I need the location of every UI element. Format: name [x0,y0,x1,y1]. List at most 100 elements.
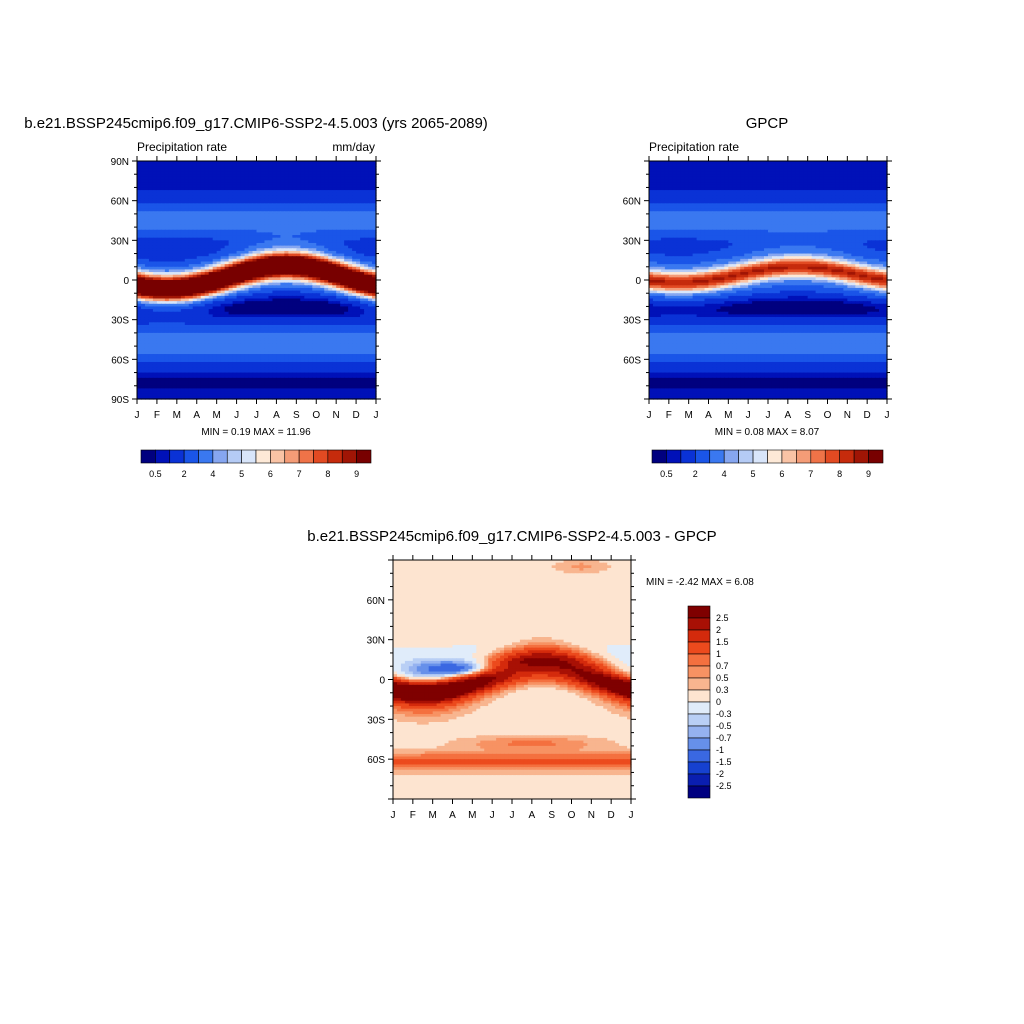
heatmap-cell [368,237,373,241]
heatmap-cell [364,168,369,173]
heatmap-cell [168,242,174,247]
heatmap-cell [324,192,329,196]
heatmap-cell [232,203,238,207]
heatmap-cell [160,248,166,252]
heatmap-cell [264,190,270,194]
heatmap-cell [152,290,158,294]
heatmap-cell [372,192,377,196]
heatmap-cell [140,176,146,181]
heatmap-cell [312,216,317,220]
heatmap-cell [348,203,353,207]
heatmap-cell [316,295,321,300]
heatmap-cell [284,161,289,165]
heatmap-cell [188,298,194,302]
heatmap-cell [360,232,365,236]
heatmap-cell [372,274,377,278]
heatmap-cell [316,205,321,210]
heatmap-cell [160,198,166,202]
heatmap-cell [180,287,186,292]
heatmap-cell [148,295,154,300]
heatmap-cell [296,250,301,255]
heatmap-cell [344,203,349,207]
heatmap-cell [144,168,150,173]
heatmap-cell [228,182,234,186]
heatmap-cell [332,219,337,223]
heatmap-cell [172,208,178,212]
heatmap-cell [204,256,210,260]
heatmap-cell [336,295,341,300]
heatmap-cell [264,227,270,231]
heatmap-cell [336,248,341,252]
heatmap-cell [176,192,182,196]
heatmap-cell [220,269,226,273]
heatmap-cell [300,282,305,286]
heatmap-cell [316,301,321,305]
heatmap-cell [268,235,274,239]
heatmap-cell [304,282,309,286]
heatmap-cell [196,253,202,257]
heatmap-cell [372,184,377,189]
heatmap-cell [260,190,266,194]
heatmap-cell [200,258,206,263]
heatmap-cell [256,242,262,247]
heatmap-cell [140,227,146,231]
heatmap-cell [164,200,170,204]
heatmap-cell [232,282,238,286]
heatmap-cell [356,163,361,167]
heatmap-cell [240,290,246,294]
heatmap-cell [272,242,278,247]
heatmap-cell [196,298,202,302]
heatmap-cell [288,205,293,210]
heatmap-cell [276,285,281,289]
heatmap-cell [172,282,178,286]
heatmap-cell [156,195,162,199]
heatmap-cell [348,298,353,302]
heatmap-cell [224,272,230,276]
heatmap-cell [192,227,198,231]
heatmap-cell [276,211,281,215]
heatmap-cell [328,216,333,220]
heatmap-cell [276,166,281,170]
heatmap-cell [332,227,337,231]
heatmap-cell [312,274,317,278]
heatmap-cell [180,295,186,300]
heatmap-cell [344,171,349,175]
heatmap-cell [308,229,313,233]
heatmap-cell [296,245,301,249]
heatmap-cell [164,242,170,247]
heatmap-cell [340,208,345,212]
heatmap-cell [144,163,150,167]
heatmap-cell [216,298,222,302]
heatmap-cell [276,232,281,236]
heatmap-cell [144,224,150,228]
heatmap-cell [232,182,238,186]
heatmap-cell [288,245,293,249]
heatmap-cell [276,179,281,183]
heatmap-cell [172,287,178,292]
heatmap-cell [232,256,238,260]
heatmap-cell [248,200,254,204]
heatmap-cell [252,168,258,173]
heatmap-cell [372,211,377,215]
heatmap-cell [340,200,345,204]
heatmap-cell [324,176,329,181]
heatmap-cell [137,277,142,281]
heatmap-cell [368,258,373,263]
heatmap-cell [236,272,242,276]
heatmap-cell [180,261,186,265]
heatmap-cell [372,277,377,281]
heatmap-cell [344,216,349,220]
heatmap-cell [156,272,162,276]
heatmap-cell [172,258,178,263]
heatmap-cell [280,161,285,165]
heatmap-cell [236,298,242,302]
heatmap-cell [156,184,162,189]
heatmap-cell [360,272,365,276]
heatmap-cell [268,295,274,300]
heatmap-cell [196,237,202,241]
heatmap-cell [208,293,214,297]
heatmap-cell [356,176,361,181]
heatmap-cell [336,256,341,260]
heatmap-cell [272,274,278,278]
heatmap-cell [180,277,186,281]
